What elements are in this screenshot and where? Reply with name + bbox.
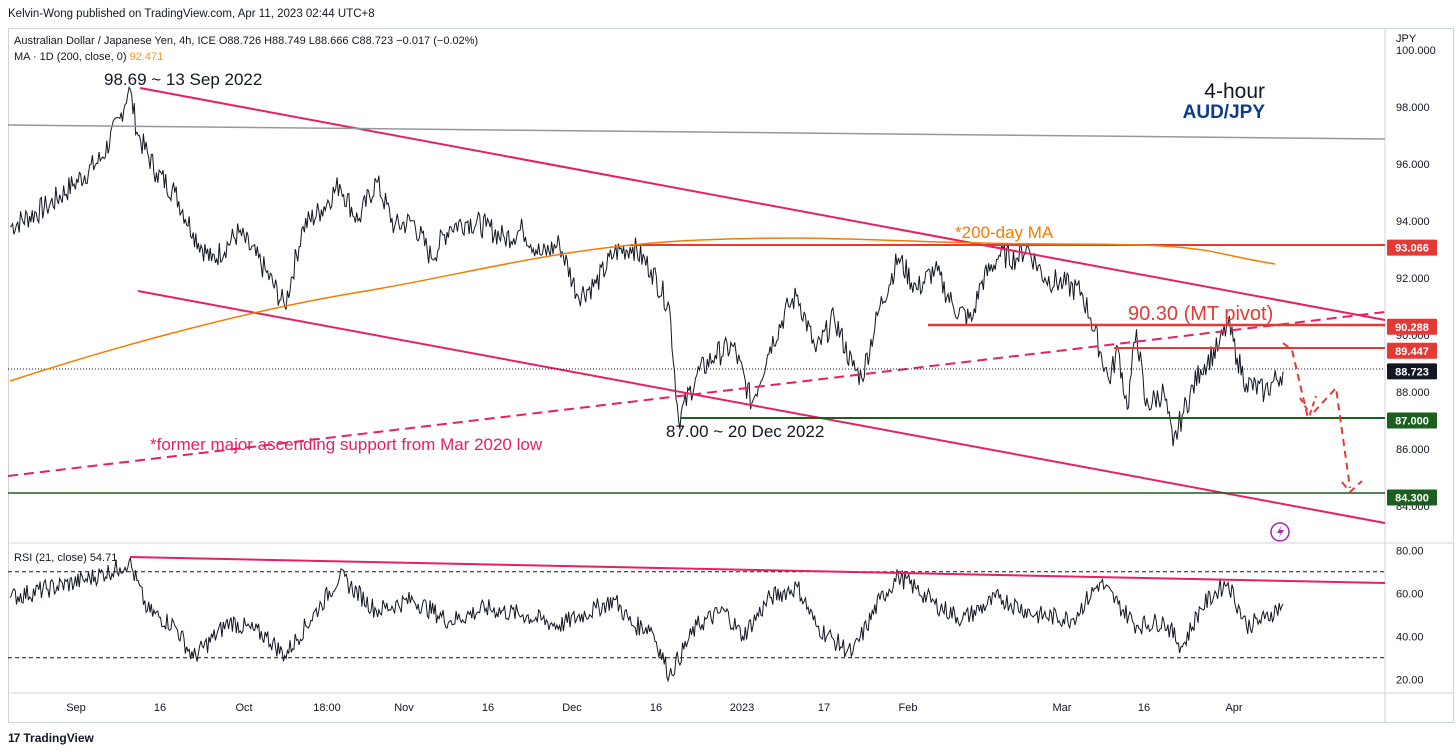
ma-name: MA · 1D (200, close, 0) xyxy=(14,51,127,63)
price-axis-tick: 88.000 xyxy=(1396,387,1430,399)
price-tag[interactable]: 93.066 xyxy=(1387,239,1437,256)
time-axis-tick: 16 xyxy=(154,702,166,714)
ma-200-curve[interactable] xyxy=(9,237,1276,382)
high-annotation: 98.69 ~ 13 Sep 2022 xyxy=(104,70,262,89)
price-tag[interactable]: 84.300 xyxy=(1387,489,1437,506)
price-tag-label: 93.066 xyxy=(1395,243,1429,255)
time-axis-tick: 16 xyxy=(650,702,662,714)
rsi-series-line[interactable] xyxy=(9,555,1284,683)
ma-annotation: *200-day MA xyxy=(955,223,1054,242)
price-tag-label: 87.000 xyxy=(1395,416,1429,428)
publisher-line: Kelvin-Wong published on TradingView.com… xyxy=(8,8,375,20)
price-tag-label: 84.300 xyxy=(1395,492,1429,504)
rsi-axis-tick: 20.00 xyxy=(1396,674,1424,686)
rsi-axis-tick: 60.00 xyxy=(1396,588,1424,600)
time-axis-tick: Feb xyxy=(899,702,918,714)
price-tag[interactable]: 88.723 xyxy=(1387,363,1437,380)
ma-value: 92.471 xyxy=(129,51,164,63)
former-support-dashed-line[interactable] xyxy=(7,311,1386,477)
rsi-axis-tick: 40.00 xyxy=(1396,631,1424,643)
time-axis-tick: 16 xyxy=(1138,702,1150,714)
price-tag[interactable]: 87.000 xyxy=(1387,412,1437,429)
symbol-legend[interactable]: Australian Dollar / Japanese Yen, 4h, IC… xyxy=(14,35,478,47)
price-axis-tick: 98.000 xyxy=(1396,102,1430,114)
time-axis-tick: Sep xyxy=(66,702,86,714)
currency-label: JPY xyxy=(1396,33,1417,45)
time-axis-tick: 2023 xyxy=(730,702,754,714)
rsi-axis-tick: 80.00 xyxy=(1396,545,1424,557)
time-axis-tick: Dec xyxy=(562,702,582,714)
price-axis-tick: 96.000 xyxy=(1396,159,1430,171)
price-tag[interactable]: 90.288 xyxy=(1387,318,1437,335)
gray-trend-line[interactable] xyxy=(7,124,1386,140)
brand-name: TradingView xyxy=(23,731,94,745)
price-series-line[interactable] xyxy=(9,85,1284,447)
time-axis-tick: Oct xyxy=(235,702,252,714)
time-axis-tick: Nov xyxy=(394,702,414,714)
price-tag-label: 88.723 xyxy=(1395,366,1429,378)
price-tag-label: 89.447 xyxy=(1395,346,1429,358)
time-axis-tick: 16 xyxy=(482,702,494,714)
tradingview-brand[interactable]: 17 TradingView xyxy=(8,731,94,745)
chart-frame xyxy=(8,28,1454,723)
price-axis-tick: 100.000 xyxy=(1396,45,1436,57)
upper-channel-line[interactable] xyxy=(139,87,1386,321)
ohlc-values: O88.726 H88.749 L88.666 C88.723 −0.017 (… xyxy=(218,35,479,47)
time-axis-tick: 18:00 xyxy=(313,702,341,714)
price-tag[interactable]: 89.447 xyxy=(1387,342,1437,359)
timeframe-annotation: 4-hour xyxy=(1204,80,1265,103)
price-axis-tick: 92.000 xyxy=(1396,273,1430,285)
support-annotation: *former major ascending support from Mar… xyxy=(150,435,543,454)
pivot-annotation: 90.30 (MT pivot) xyxy=(1128,303,1273,325)
time-axis-tick: 17 xyxy=(818,702,830,714)
time-axis-tick: Mar xyxy=(1053,702,1072,714)
projection-arrowhead xyxy=(1341,480,1363,494)
price-tag-label: 90.288 xyxy=(1395,322,1429,334)
price-axis-tick: 94.000 xyxy=(1396,216,1430,228)
time-axis-tick: Apr xyxy=(1225,702,1242,714)
tradingview-logo-icon: 17 xyxy=(8,731,20,745)
lower-channel-line[interactable] xyxy=(137,290,1386,524)
ma-legend[interactable]: MA · 1D (200, close, 0) 92.471 xyxy=(14,51,163,63)
rsi-trend-line[interactable] xyxy=(129,556,1386,584)
lightning-icon[interactable] xyxy=(1270,522,1290,542)
pair-annotation: AUD/JPY xyxy=(1183,102,1266,123)
projection-arrow-1 xyxy=(1299,395,1317,417)
low-annotation: 87.00 ~ 20 Dec 2022 xyxy=(666,422,824,441)
price-axis-tick: 86.000 xyxy=(1396,444,1430,456)
rsi-legend[interactable]: RSI (21, close) 54.71 xyxy=(14,552,117,564)
rsi-name: RSI (21, close) xyxy=(14,552,87,564)
symbol-name: Australian Dollar / Japanese Yen, 4h, IC… xyxy=(14,35,216,47)
rsi-value: 54.71 xyxy=(89,552,118,564)
projection-path[interactable] xyxy=(1282,342,1351,489)
